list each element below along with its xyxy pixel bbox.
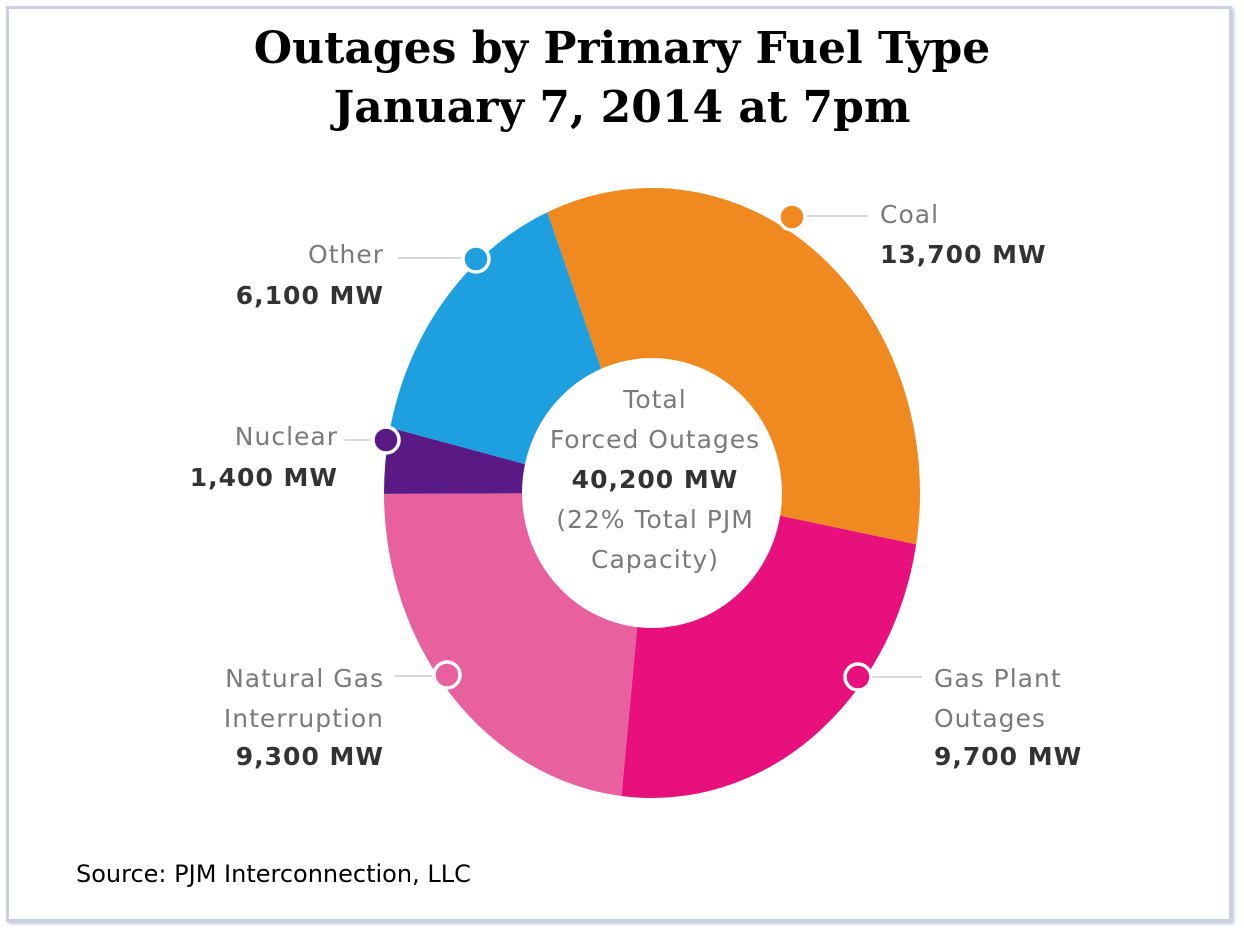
callout-dot (432, 660, 462, 690)
callout-dot (843, 662, 873, 692)
callouts-group: Coal 13,700 MW Gas Plant Outages 9,700 MW Nat… (190, 200, 1082, 771)
slice-other (390, 212, 602, 465)
slice-gas-plant-outages (621, 515, 917, 798)
slice-natural-gas-interruption (384, 493, 638, 797)
chart-subtitle: January 7, 2014 at 7pm (333, 82, 911, 133)
slice-label-name: Interruption (224, 704, 384, 733)
slice-nuclear (384, 427, 526, 494)
center-line-capacity: Capacity) (591, 545, 719, 574)
center-label: Total Forced Outages 40,200 MW (22% Tota… (550, 385, 760, 574)
center-line-forced-outages: Forced Outages (550, 425, 760, 454)
center-line-capacity-pct: (22% Total PJM (556, 505, 754, 534)
slice-label-name: Outages (934, 704, 1046, 733)
slice-label-value: 6,100 MW (236, 281, 384, 310)
slice-label-name: Other (308, 240, 384, 269)
center-total-value: 40,200 MW (572, 465, 739, 494)
slice-label-value: 13,700 MW (880, 240, 1047, 269)
center-line-total: Total (622, 385, 686, 414)
chart-title: Outages by Primary Fuel Type (253, 23, 991, 74)
slice-label-value: 9,300 MW (236, 742, 384, 771)
slice-label-name: Nuclear (235, 422, 338, 451)
slice-coal (547, 187, 921, 545)
slice-label-name: Natural Gas (225, 664, 384, 693)
slice-label-value: 1,400 MW (190, 463, 338, 492)
slices-group (384, 187, 921, 798)
slice-label-value: 9,700 MW (934, 742, 1082, 771)
source-note: Source: PJM Interconnection, LLC (76, 860, 471, 888)
slice-label-name: Gas Plant (934, 664, 1062, 693)
callout-dot (461, 244, 491, 274)
callout-dot (371, 425, 401, 455)
slice-label-name: Coal (880, 200, 939, 229)
callout-dot (777, 202, 807, 232)
